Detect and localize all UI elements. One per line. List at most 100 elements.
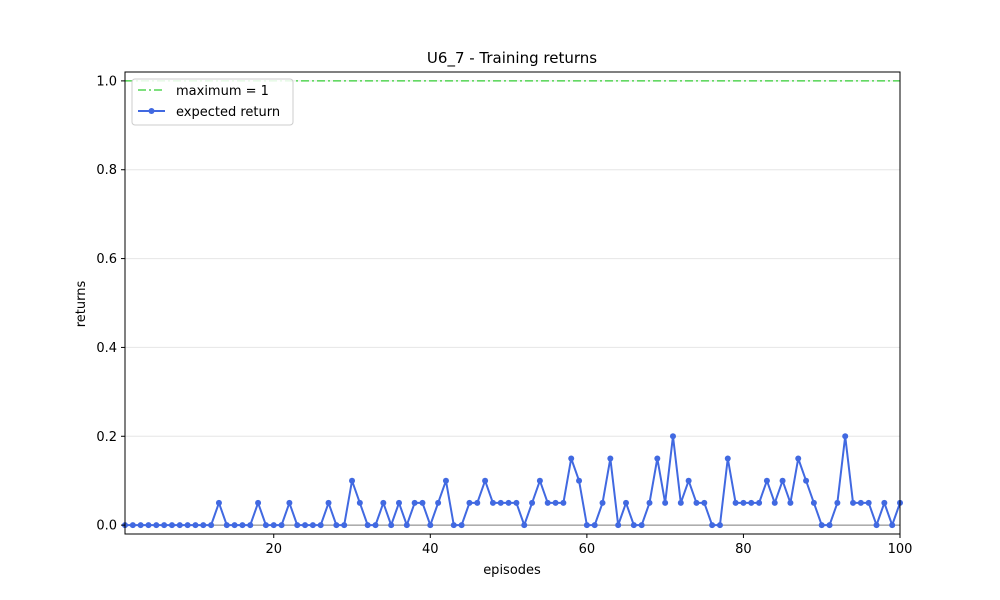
data-point	[787, 499, 794, 506]
data-point	[356, 499, 363, 506]
data-point	[529, 499, 536, 506]
data-point	[364, 522, 371, 529]
data-point	[889, 522, 896, 529]
data-point	[215, 499, 222, 506]
data-point	[403, 522, 410, 529]
data-point	[505, 499, 512, 506]
legend-maximum-label: maximum = 1	[176, 84, 269, 99]
data-point	[176, 522, 183, 529]
data-point	[677, 499, 684, 506]
data-point	[458, 522, 465, 529]
data-point	[317, 522, 324, 529]
data-point	[803, 477, 810, 484]
data-point	[865, 499, 872, 506]
data-point	[685, 477, 692, 484]
data-point	[638, 522, 645, 529]
data-point	[192, 522, 199, 529]
legend-expected-return-label: expected return	[176, 105, 280, 120]
data-point	[129, 522, 136, 529]
data-point	[599, 499, 606, 506]
data-point	[255, 499, 262, 506]
legend: maximum = 1 expected return	[131, 78, 294, 126]
data-point	[474, 499, 481, 506]
data-point	[333, 522, 340, 529]
y-tick-label: 0.2	[96, 430, 117, 445]
data-point	[411, 499, 418, 506]
data-point	[395, 499, 402, 506]
data-point	[380, 499, 387, 506]
data-point	[497, 499, 504, 506]
data-point	[748, 499, 755, 506]
data-point	[200, 522, 207, 529]
data-point	[646, 499, 653, 506]
data-point	[693, 499, 700, 506]
data-point	[309, 522, 316, 529]
data-point	[427, 522, 434, 529]
data-point	[521, 522, 528, 529]
data-point	[349, 477, 356, 484]
chart-title: U6_7 - Training returns	[427, 49, 597, 68]
data-point	[466, 499, 473, 506]
data-point	[419, 499, 426, 506]
data-point	[137, 522, 144, 529]
data-point	[669, 433, 676, 440]
data-point	[607, 455, 614, 462]
y-tick-label: 0.6	[96, 252, 117, 267]
data-point	[560, 499, 567, 506]
data-point	[223, 522, 230, 529]
data-point	[168, 522, 175, 529]
data-point	[372, 522, 379, 529]
data-point	[740, 499, 747, 506]
data-point	[536, 477, 543, 484]
y-axis-label: returns	[74, 281, 89, 328]
data-point	[662, 499, 669, 506]
data-point	[834, 499, 841, 506]
data-point	[184, 522, 191, 529]
data-point	[779, 477, 786, 484]
data-point	[325, 499, 332, 506]
data-point	[615, 522, 622, 529]
data-point	[873, 522, 880, 529]
data-point	[795, 455, 802, 462]
data-point	[270, 522, 277, 529]
data-point	[388, 522, 395, 529]
data-point	[583, 522, 590, 529]
data-point	[552, 499, 559, 506]
x-tick-label: 40	[422, 542, 439, 557]
y-tick-label: 0.8	[96, 163, 117, 178]
data-point	[442, 477, 449, 484]
data-point	[544, 499, 551, 506]
data-point	[302, 522, 309, 529]
data-point	[818, 522, 825, 529]
data-point	[701, 499, 708, 506]
data-point	[513, 499, 520, 506]
data-point	[709, 522, 716, 529]
x-tick-label: 100	[888, 542, 913, 557]
data-point	[262, 522, 269, 529]
data-point	[881, 499, 888, 506]
data-point	[247, 522, 254, 529]
x-axis-label: episodes	[483, 563, 541, 578]
data-point	[857, 499, 864, 506]
data-point	[716, 522, 723, 529]
y-ticks: 0.0 0.2 0.4 0.6 0.8 1.0	[96, 74, 125, 534]
x-tick-label: 80	[735, 542, 752, 557]
data-point	[810, 499, 817, 506]
data-point	[145, 522, 152, 529]
data-point	[568, 455, 575, 462]
data-point	[294, 522, 301, 529]
data-point	[435, 499, 442, 506]
series-line-expected-return	[125, 435, 901, 527]
data-point	[482, 477, 489, 484]
data-point	[161, 522, 168, 529]
data-point	[623, 499, 630, 506]
data-point	[842, 433, 849, 440]
y-tick-label: 0.0	[96, 519, 117, 534]
data-point	[826, 522, 833, 529]
data-point	[576, 477, 583, 484]
data-point	[771, 499, 778, 506]
data-point	[239, 522, 246, 529]
legend-expected-return-marker	[148, 108, 155, 114]
legend-box	[131, 78, 294, 126]
x-tick-label: 60	[579, 542, 596, 557]
